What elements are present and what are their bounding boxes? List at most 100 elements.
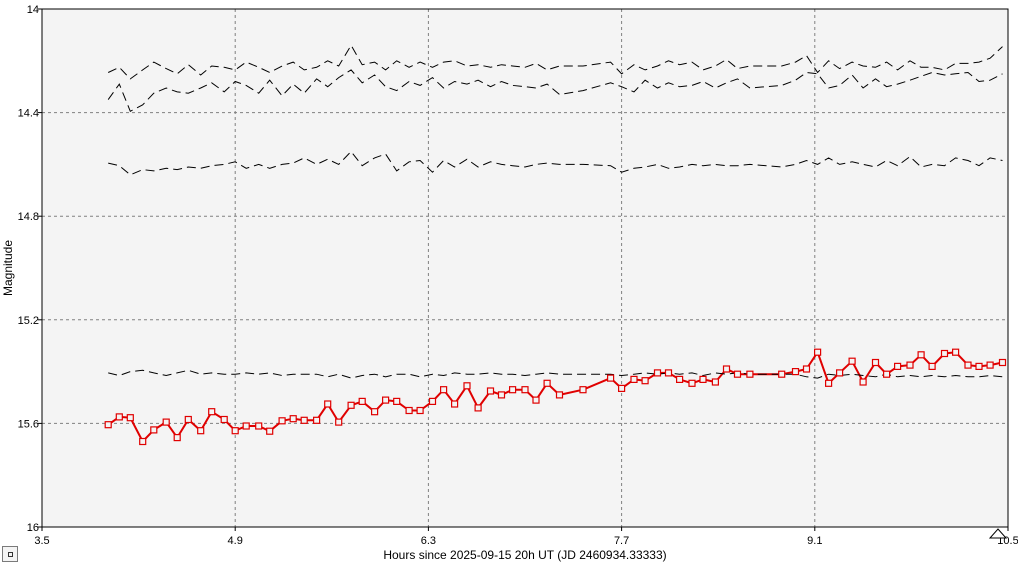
target-data-point[interactable]	[555, 391, 564, 399]
target-data-point[interactable]	[242, 422, 250, 430]
scroll-end-triangle-icon[interactable]	[988, 528, 1008, 539]
plot-area	[42, 9, 1008, 527]
target-data-point[interactable]	[104, 421, 112, 429]
target-data-point[interactable]	[630, 375, 638, 383]
comparison-series-line-4	[108, 369, 1003, 379]
target-data-point[interactable]	[382, 396, 390, 404]
target-data-point[interactable]	[126, 414, 134, 422]
target-data-point[interactable]	[882, 370, 891, 378]
target-data-point[interactable]	[617, 384, 626, 392]
x-tick-label: 6.3	[421, 535, 436, 547]
target-data-point[interactable]	[722, 365, 731, 373]
y-tick-label: 14.4	[18, 108, 39, 120]
target-data-point[interactable]	[255, 422, 263, 430]
target-data-point[interactable]	[197, 427, 205, 435]
target-data-point[interactable]	[509, 386, 517, 394]
target-data-point[interactable]	[675, 375, 684, 383]
marker-layer	[104, 348, 1007, 446]
target-data-point[interactable]	[893, 362, 902, 370]
target-data-point[interactable]	[711, 378, 720, 386]
target-data-point[interactable]	[986, 361, 994, 369]
target-data-point[interactable]	[791, 368, 800, 376]
grid-lines	[42, 9, 1008, 527]
target-data-point[interactable]	[474, 404, 482, 412]
target-data-point[interactable]	[964, 361, 972, 369]
comparison-series-line-3	[108, 150, 1003, 176]
comparison-series-line-2	[107, 69, 1003, 112]
target-data-point[interactable]	[278, 417, 286, 425]
target-data-point[interactable]	[871, 358, 880, 367]
target-data-point[interactable]	[405, 406, 413, 415]
target-data-point[interactable]	[998, 358, 1007, 367]
target-data-point[interactable]	[231, 427, 239, 435]
target-data-point[interactable]	[778, 370, 786, 378]
y-tick-label: 14	[27, 4, 39, 16]
target-data-point[interactable]	[940, 349, 949, 358]
target-data-point[interactable]	[664, 369, 673, 377]
plot-frame	[41, 8, 1009, 528]
target-data-point[interactable]	[486, 387, 495, 395]
target-data-point[interactable]	[463, 382, 471, 390]
y-tick-label: 15.6	[18, 418, 39, 430]
square-icon	[7, 551, 13, 557]
target-data-point[interactable]	[347, 401, 355, 409]
target-data-point[interactable]	[917, 351, 925, 359]
target-data-point[interactable]	[162, 418, 170, 426]
target-data-point[interactable]	[746, 370, 754, 378]
target-data-point[interactable]	[497, 391, 506, 399]
target-data-point[interactable]	[150, 426, 158, 434]
target-data-point[interactable]	[641, 377, 649, 385]
x-axis-label: Hours since 2025-09-15 20h UT (JD 246093…	[383, 548, 666, 562]
corner-toggle-button[interactable]	[2, 546, 18, 562]
comparison-series-line-1	[107, 44, 1003, 80]
target-data-point[interactable]	[975, 362, 983, 370]
target-data-point[interactable]	[416, 406, 424, 415]
target-data-point[interactable]	[266, 427, 274, 435]
target-data-point[interactable]	[824, 379, 833, 387]
target-data-point[interactable]	[208, 408, 216, 416]
x-tick-label: 3.5	[34, 535, 49, 547]
target-data-point[interactable]	[428, 397, 437, 405]
target-data-point[interactable]	[579, 386, 587, 394]
target-data-point[interactable]	[688, 379, 696, 387]
target-data-point[interactable]	[300, 416, 308, 424]
target-data-point[interactable]	[335, 418, 343, 426]
target-data-point[interactable]	[813, 348, 822, 356]
target-data-point[interactable]	[451, 400, 459, 408]
target-data-point[interactable]	[173, 434, 181, 442]
target-data-point[interactable]	[371, 408, 379, 416]
y-tick-label: 14.8	[18, 211, 39, 223]
target-data-point[interactable]	[859, 378, 867, 386]
target-data-point[interactable]	[802, 365, 811, 373]
target-data-point[interactable]	[440, 386, 448, 394]
target-data-point[interactable]	[393, 397, 401, 405]
x-tick-label: 4.9	[228, 535, 243, 547]
target-data-point[interactable]	[139, 437, 147, 446]
target-data-point[interactable]	[835, 369, 844, 377]
target-data-point[interactable]	[358, 397, 366, 405]
target-data-point[interactable]	[324, 400, 332, 408]
target-data-point[interactable]	[543, 379, 551, 387]
target-data-point[interactable]	[521, 386, 529, 394]
target-data-point[interactable]	[906, 361, 914, 369]
target-data-point[interactable]	[951, 348, 960, 356]
target-data-point[interactable]	[699, 375, 707, 383]
target-data-point[interactable]	[220, 415, 228, 424]
target-data-point[interactable]	[928, 362, 936, 370]
y-tick-label: 16	[27, 522, 39, 534]
target-data-point[interactable]	[733, 370, 742, 378]
x-tick-label: 7.7	[614, 535, 629, 547]
target-data-point[interactable]	[606, 374, 615, 382]
x-tick-label: 9.1	[807, 535, 822, 547]
target-data-point[interactable]	[289, 415, 297, 423]
target-data-point[interactable]	[115, 413, 123, 421]
target-data-point[interactable]	[313, 416, 321, 424]
y-tick-label: 15.2	[18, 315, 39, 327]
target-data-point[interactable]	[532, 396, 540, 404]
y-axis-label: Magnitude	[1, 240, 15, 296]
target-data-point[interactable]	[184, 415, 192, 424]
target-data-point[interactable]	[848, 357, 856, 365]
target-data-point[interactable]	[653, 369, 662, 377]
